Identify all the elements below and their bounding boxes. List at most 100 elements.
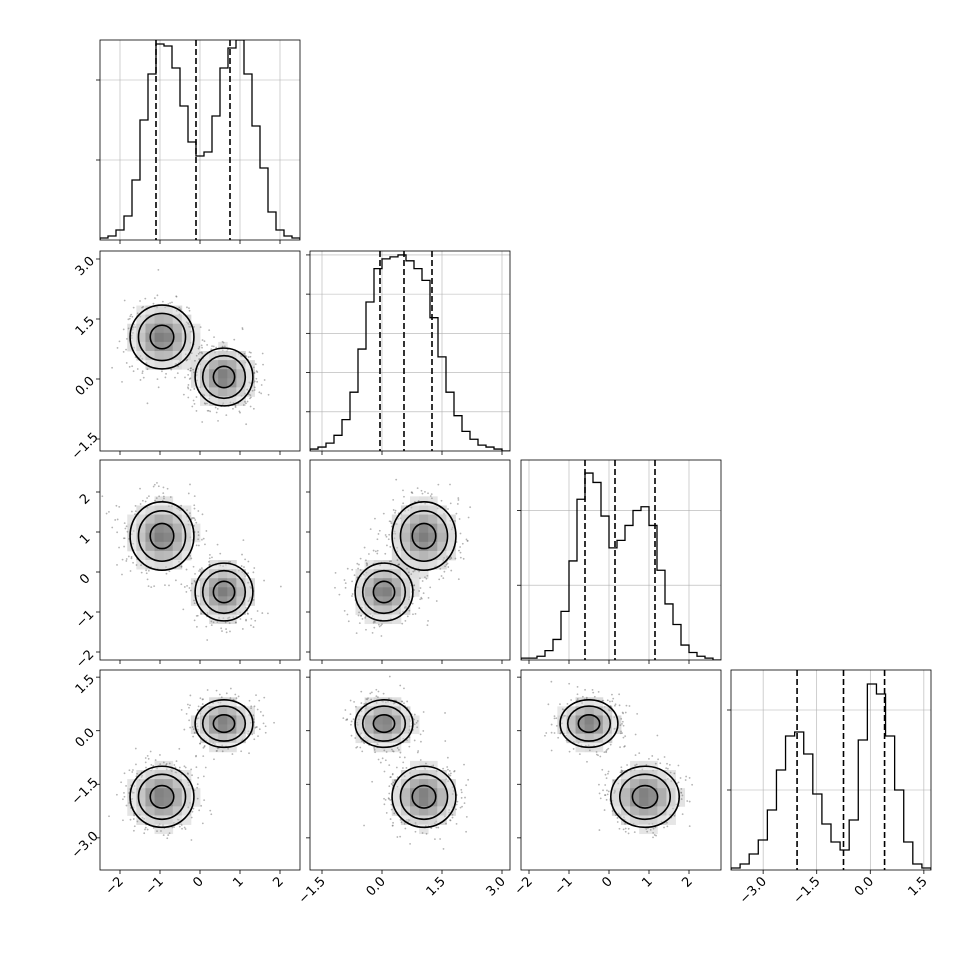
sample-point (189, 377, 192, 380)
sample-point (190, 367, 192, 370)
sample-point (597, 690, 600, 693)
sample-point (146, 497, 149, 499)
sample-point (378, 529, 381, 532)
sample-point (370, 691, 373, 694)
sample-point (375, 702, 378, 704)
density-bin (209, 360, 219, 370)
sample-point (439, 567, 442, 570)
density-bin (428, 496, 438, 506)
density-bin (163, 532, 174, 543)
density-bin (227, 369, 237, 379)
sample-point (232, 407, 234, 410)
sample-point (254, 726, 257, 729)
density-bin (218, 724, 228, 735)
sample-point (407, 571, 410, 574)
density-bin (446, 797, 456, 807)
sample-point (440, 499, 443, 502)
sample-point (184, 766, 187, 769)
density-bin (227, 569, 237, 579)
sample-point (601, 768, 604, 771)
sample-point (156, 767, 159, 770)
density-bin (428, 806, 438, 816)
density-bin (630, 779, 640, 789)
sample-point (133, 814, 136, 817)
density-bin (382, 587, 393, 597)
density-bin (428, 815, 438, 825)
sample-point (411, 602, 414, 605)
sample-point (155, 497, 158, 500)
sample-point (403, 687, 405, 690)
density-bin (428, 541, 438, 552)
density-bin (181, 550, 192, 561)
sample-point (124, 527, 127, 530)
histogram-1 (310, 254, 510, 451)
sample-point (196, 786, 199, 789)
sample-point (130, 533, 133, 536)
sample-point (400, 821, 403, 824)
sample-point (273, 721, 275, 724)
sample-point (218, 616, 220, 619)
sample-point (161, 300, 164, 303)
sample-point (652, 832, 655, 834)
density-bin (190, 532, 201, 543)
density-bin (145, 779, 155, 789)
density-bin (163, 360, 174, 370)
sample-point (164, 306, 167, 309)
sample-point (360, 732, 363, 735)
density-bin (621, 815, 631, 825)
x-tick-label: −3.0 (737, 874, 770, 907)
density-bin (154, 351, 165, 361)
sample-point (221, 349, 224, 352)
sample-point (388, 560, 391, 563)
sample-point (197, 531, 200, 533)
sample-point (221, 750, 224, 753)
density-bin (200, 724, 210, 735)
y-tick-label: −1.5 (69, 775, 102, 808)
sample-point (393, 702, 396, 704)
sample-point (187, 523, 190, 526)
sample-point (390, 776, 392, 778)
density-bin (245, 369, 255, 379)
sample-point (617, 812, 620, 815)
sample-point (249, 396, 252, 399)
density-bin (382, 724, 393, 735)
sample-point (346, 718, 348, 720)
sample-point (396, 836, 399, 838)
sample-point (179, 308, 182, 311)
sample-point (455, 512, 458, 515)
sample-point (153, 297, 156, 299)
sample-point (381, 623, 383, 626)
contour-0-2 (149, 522, 175, 550)
sample-point (252, 626, 255, 628)
density-bin (648, 779, 658, 789)
sample-point (376, 743, 379, 745)
sample-point (420, 489, 423, 492)
sample-point (127, 318, 130, 321)
sample-point (663, 826, 665, 829)
sample-point (449, 558, 451, 561)
density-bin (410, 724, 420, 735)
sample-point (191, 810, 194, 813)
sample-point (396, 776, 399, 778)
sample-point (197, 510, 200, 512)
sample-point (372, 549, 375, 552)
sample-point (597, 754, 599, 757)
sample-point (188, 326, 191, 328)
sample-point (251, 389, 254, 392)
density-bin (200, 587, 210, 597)
sample-point (167, 834, 170, 836)
density-bin (145, 360, 155, 370)
sample-point (456, 800, 459, 803)
sample-point (576, 686, 579, 688)
sample-point (168, 762, 171, 765)
density-bin (630, 797, 640, 807)
sample-point (421, 832, 424, 834)
sample-point (360, 710, 363, 713)
density-bin (227, 742, 237, 753)
sample-point (189, 369, 192, 372)
sample-point (447, 508, 449, 510)
density-bin (163, 815, 174, 825)
sample-point (418, 607, 421, 610)
sample-point (132, 829, 135, 832)
sample-point (408, 745, 411, 748)
